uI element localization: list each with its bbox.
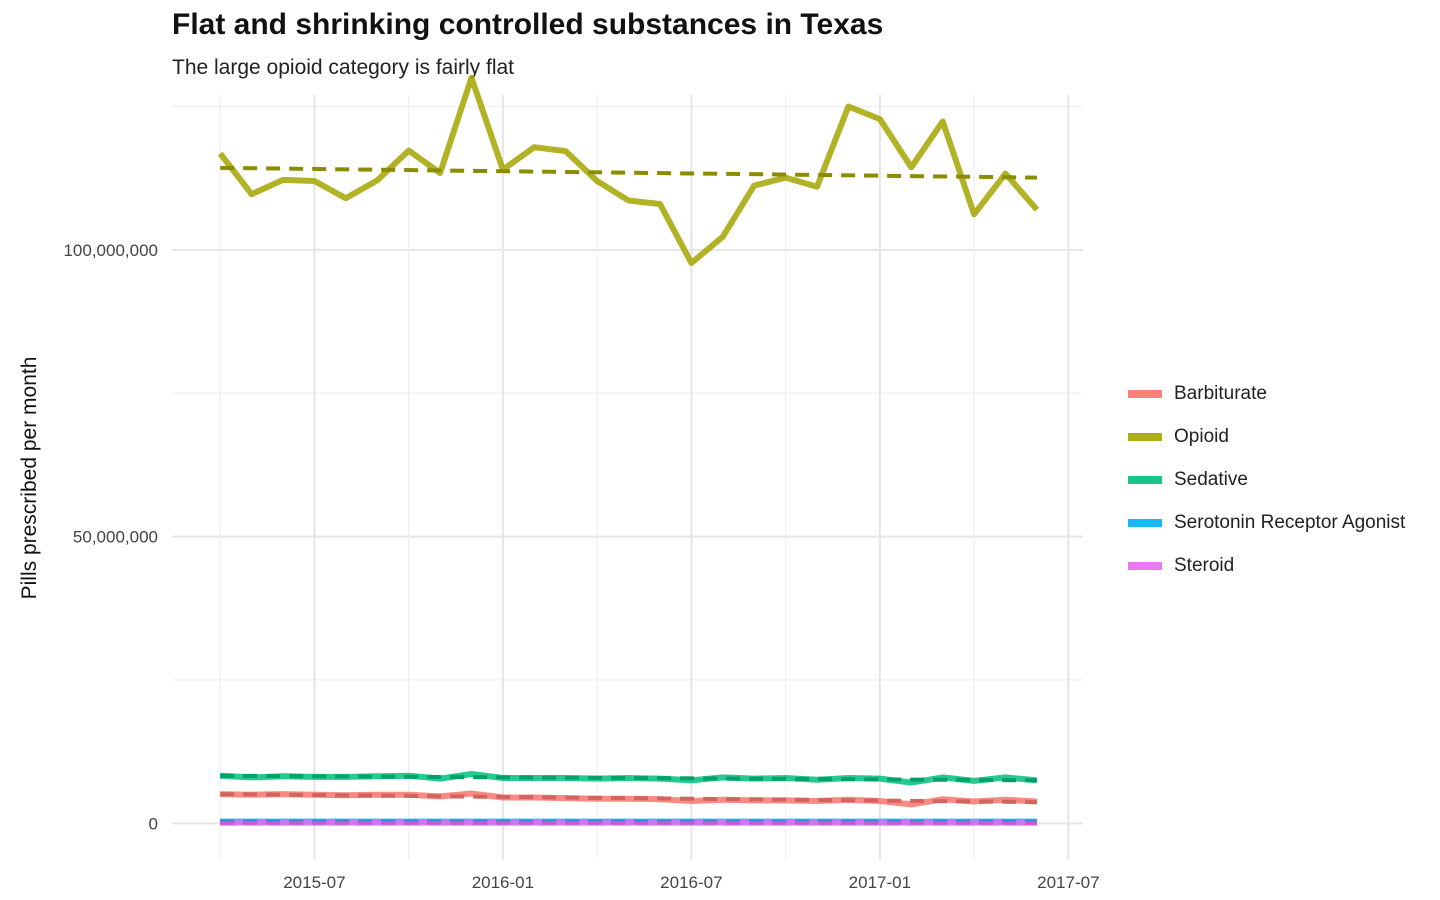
y-axis-ticks: 0 50,000,000 100,000,000 <box>63 241 158 833</box>
legend-item-serotonin-receptor-agonist: Serotonin Receptor Agonist <box>1128 501 1405 544</box>
legend-item-sedative: Sedative <box>1128 458 1405 501</box>
legend-item-steroid: Steroid <box>1128 544 1405 587</box>
legend-label: Steroid <box>1174 554 1235 576</box>
x-tick-label: 2016-01 <box>472 873 534 892</box>
trend-line-barbiturate <box>220 792 1037 805</box>
x-tick-label: 2017-01 <box>849 873 911 892</box>
y-axis-title: Pills prescribed per month <box>18 357 41 600</box>
series-line-barbiturate <box>220 790 1038 808</box>
legend-swatch <box>1128 561 1162 570</box>
legend-label: Opioid <box>1174 425 1229 447</box>
legend-label: Sedative <box>1174 468 1248 490</box>
chart-subtitle: The large opioid category is fairly flat <box>172 56 514 79</box>
x-axis-ticks: 2015-07 2016-01 2016-07 2017-01 2017-07 <box>283 873 1099 892</box>
legend-item-barbiturate: Barbiturate <box>1128 372 1405 415</box>
legend-swatch <box>1128 518 1162 527</box>
legend-swatch <box>1128 475 1162 484</box>
legend: Barbiturate Opioid Sedative Serotonin Recep… <box>1128 372 1405 587</box>
series-lines <box>217 74 1040 826</box>
trend-lines <box>220 165 1037 825</box>
legend-item-opioid: Opioid <box>1128 415 1405 458</box>
y-tick-label: 100,000,000 <box>63 241 158 260</box>
grid-lines <box>172 95 1083 860</box>
legend-swatch <box>1128 389 1162 398</box>
legend-label: Serotonin Receptor Agonist <box>1174 511 1406 533</box>
legend-label: Barbiturate <box>1174 382 1267 404</box>
chart-title: Flat and shrinking controlled substances… <box>172 8 884 41</box>
x-tick-label: 2017-07 <box>1037 873 1099 892</box>
y-tick-label: 50,000,000 <box>73 528 158 547</box>
trend-line-opioid <box>220 165 1037 180</box>
series-line-opioid <box>217 74 1040 266</box>
legend-swatch <box>1128 432 1162 441</box>
trend-line-sedative <box>220 773 1037 783</box>
x-tick-label: 2016-07 <box>660 873 722 892</box>
x-tick-label: 2015-07 <box>283 873 345 892</box>
y-tick-label: 0 <box>149 814 158 833</box>
